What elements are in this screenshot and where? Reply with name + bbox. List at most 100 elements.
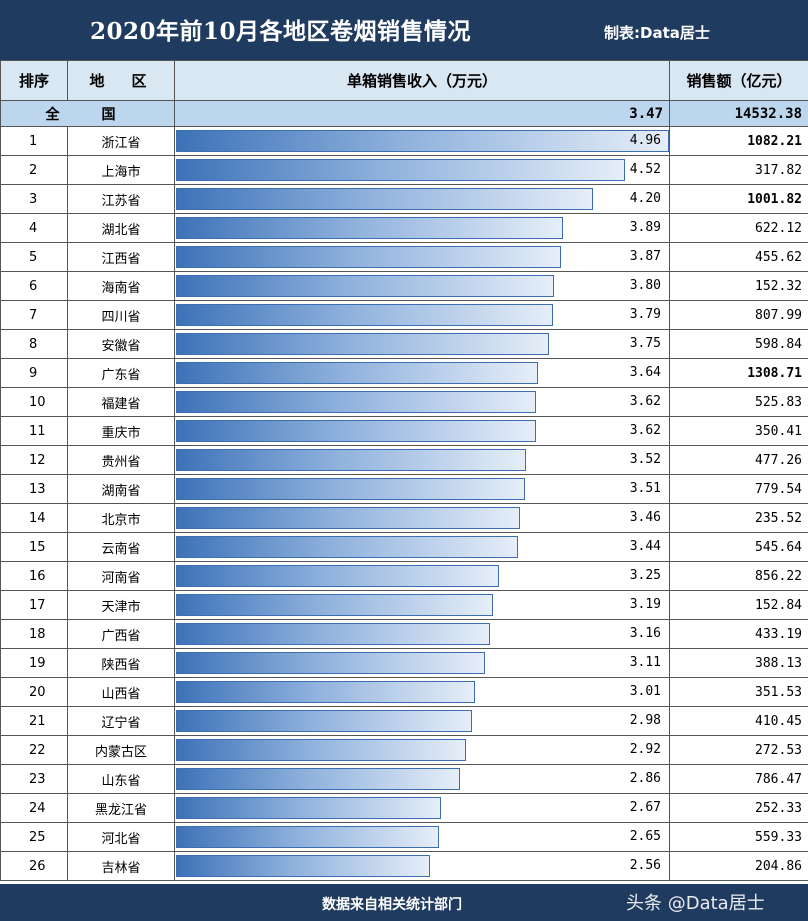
national-income: 3.47 [174, 100, 670, 127]
sales-value: 388.13 [669, 648, 808, 678]
region-label: 山东省 [67, 764, 175, 794]
bar-mark [176, 275, 554, 297]
column-header-sales: 销售额（亿元） [669, 60, 808, 101]
rank-cell: 1 [0, 126, 68, 156]
bar-mark [176, 826, 439, 848]
sales-value: 1308.71 [669, 358, 808, 388]
sales-value: 350.41 [669, 416, 808, 446]
bar-value-label: 3.11 [629, 655, 661, 670]
table-row: 22 内蒙古区 2.92 272.53 [0, 735, 808, 765]
watermark: 头条 @Data居士 [626, 893, 765, 914]
bar-cell: 3.80 [174, 271, 670, 301]
bar-value-label: 4.20 [629, 191, 661, 206]
rank-cell: 16 [0, 561, 68, 591]
bar-value-label: 3.62 [629, 394, 661, 409]
table-row: 18 广西省 3.16 433.19 [0, 619, 808, 649]
sales-value: 525.83 [669, 387, 808, 417]
bar-mark [176, 739, 466, 761]
region-label: 海南省 [67, 271, 175, 301]
sales-value: 433.19 [669, 619, 808, 649]
maker-credit: 制表:Data居士 [604, 24, 710, 42]
rank-cell: 15 [0, 532, 68, 562]
table-row: 17 天津市 3.19 152.84 [0, 590, 808, 620]
bar-mark [176, 623, 490, 645]
bar-cell: 2.67 [174, 793, 670, 823]
rank-cell: 2 [0, 155, 68, 185]
region-label: 湖南省 [67, 474, 175, 504]
bar-cell: 2.98 [174, 706, 670, 736]
bar-cell: 2.56 [174, 851, 670, 881]
bar-cell: 3.75 [174, 329, 670, 359]
rank-cell: 10 [0, 387, 68, 417]
region-label: 辽宁省 [67, 706, 175, 736]
rank-cell: 8 [0, 329, 68, 359]
bar-mark [176, 420, 536, 442]
bar-value-label: 3.51 [629, 481, 661, 496]
sales-value: 779.54 [669, 474, 808, 504]
table-row: 8 安徽省 3.75 598.84 [0, 329, 808, 359]
rank-cell: 7 [0, 300, 68, 330]
rank-cell: 26 [0, 851, 68, 881]
national-sales: 14532.38 [669, 100, 808, 127]
table-row: 19 陕西省 3.11 388.13 [0, 648, 808, 678]
bar-mark [176, 681, 475, 703]
rank-cell: 3 [0, 184, 68, 214]
table-row: 13 湖南省 3.51 779.54 [0, 474, 808, 504]
bar-value-label: 2.86 [629, 771, 661, 786]
bar-mark [176, 246, 561, 268]
rank-cell: 11 [0, 416, 68, 446]
sales-value: 410.45 [669, 706, 808, 736]
region-label: 河南省 [67, 561, 175, 591]
column-header-income: 单箱销售收入（万元） [174, 60, 670, 101]
bar-value-label: 3.87 [629, 249, 661, 264]
bar-mark [176, 391, 536, 413]
region-label: 广东省 [67, 358, 175, 388]
bar-cell: 3.19 [174, 590, 670, 620]
bar-cell: 3.25 [174, 561, 670, 591]
bar-mark [176, 159, 625, 181]
bar-cell: 2.92 [174, 735, 670, 765]
national-label: 全 国 [0, 100, 175, 127]
bar-mark [176, 188, 593, 210]
bar-cell: 3.79 [174, 300, 670, 330]
table-header-row: 排序 地 区 单箱销售收入（万元） 销售额（亿元） [0, 60, 808, 101]
bar-cell: 3.62 [174, 416, 670, 446]
region-label: 陕西省 [67, 648, 175, 678]
bar-cell: 3.16 [174, 619, 670, 649]
table-row: 5 江西省 3.87 455.62 [0, 242, 808, 272]
bar-value-label: 3.89 [629, 220, 661, 235]
rank-cell: 23 [0, 764, 68, 794]
sales-value: 807.99 [669, 300, 808, 330]
table-row: 16 河南省 3.25 856.22 [0, 561, 808, 591]
bar-mark [176, 507, 520, 529]
sales-value: 204.86 [669, 851, 808, 881]
bar-mark [176, 478, 525, 500]
region-label: 广西省 [67, 619, 175, 649]
bar-cell: 2.86 [174, 764, 670, 794]
sales-value: 252.33 [669, 793, 808, 823]
table-row: 1 浙江省 4.96 1082.21 [0, 126, 808, 156]
rank-cell: 4 [0, 213, 68, 243]
region-label: 内蒙古区 [67, 735, 175, 765]
sales-value: 455.62 [669, 242, 808, 272]
bar-value-label: 3.19 [629, 597, 661, 612]
sales-value: 1001.82 [669, 184, 808, 214]
table-row: 11 重庆市 3.62 350.41 [0, 416, 808, 446]
bar-cell: 4.52 [174, 155, 670, 185]
region-label: 北京市 [67, 503, 175, 533]
bar-value-label: 2.67 [629, 800, 661, 815]
bar-mark [176, 217, 563, 239]
bar-cell: 3.89 [174, 213, 670, 243]
sales-value: 235.52 [669, 503, 808, 533]
bar-value-label: 4.52 [629, 162, 661, 177]
national-row: 全 国 3.47 14532.38 [0, 100, 808, 127]
table-row: 6 海南省 3.80 152.32 [0, 271, 808, 301]
region-label: 江苏省 [67, 184, 175, 214]
bar-value-label: 3.80 [629, 278, 661, 293]
table-row: 12 贵州省 3.52 477.26 [0, 445, 808, 475]
region-label: 安徽省 [67, 329, 175, 359]
table-row: 20 山西省 3.01 351.53 [0, 677, 808, 707]
rank-cell: 5 [0, 242, 68, 272]
bar-mark [176, 333, 549, 355]
bar-mark [176, 710, 472, 732]
